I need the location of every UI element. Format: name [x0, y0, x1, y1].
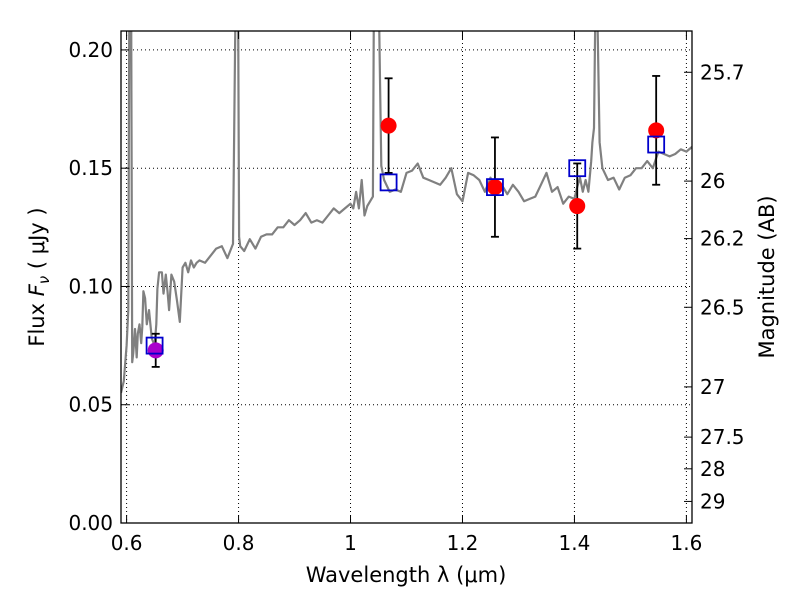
right-axis-label: Magnitude (AB) — [755, 195, 779, 358]
data-point — [569, 198, 586, 215]
right-tick-label: 29 — [700, 489, 725, 513]
plot-frame — [120, 30, 693, 524]
y-axis-label-prefix: Flux — [25, 296, 49, 346]
model-square — [647, 135, 666, 154]
x-tick-label: 1.4 — [559, 531, 591, 555]
model-square — [145, 336, 164, 355]
y-axis-label-subscript: ν — [35, 276, 53, 284]
x-axis-label: Wavelength λ (μm) — [306, 563, 507, 587]
right-tick-label: 26 — [700, 169, 725, 193]
model-square — [568, 159, 587, 178]
x-tick-label: 1.6 — [670, 531, 702, 555]
y-tick-label: 0.00 — [68, 511, 113, 535]
y-tick-label: 0.10 — [68, 274, 113, 298]
data-point — [648, 122, 665, 139]
right-tick-label: 27.5 — [700, 425, 745, 449]
x-tick-label: 0.6 — [111, 531, 143, 555]
data-point — [486, 179, 503, 196]
model-square — [486, 178, 504, 197]
marker-layer — [145, 75, 666, 368]
right-tick-label: 27 — [700, 375, 725, 399]
right-tick-label: 28 — [700, 457, 725, 481]
x-tick-label: 0.8 — [223, 531, 255, 555]
right-tick-label: 25.7 — [700, 60, 745, 84]
tick-layer: 0.6 0.8 1 1.2 1.4 1.6 0.00 0.05 0.10 0.15 0.20 25.7… — [68, 31, 745, 555]
grid — [121, 31, 692, 524]
y-axis-label-suffix: ( μJy ) — [25, 207, 49, 275]
data-point — [147, 342, 164, 359]
spectrum-layer — [121, 31, 692, 394]
y-tick-label: 0.15 — [68, 156, 113, 180]
y-axis-label: Flux Fν ( μJy ) — [25, 207, 53, 346]
spectrum-line — [121, 31, 692, 394]
y-axis-label-symbol: F — [25, 283, 49, 296]
right-tick-label: 26.5 — [700, 295, 745, 319]
y-tick-label: 0.05 — [68, 393, 113, 417]
model-square — [379, 173, 398, 192]
data-point — [380, 117, 397, 134]
right-tick-label: 26.2 — [700, 227, 745, 251]
x-tick-label: 1.2 — [447, 531, 479, 555]
x-tick-label: 1 — [344, 531, 357, 555]
y-tick-label: 0.20 — [68, 38, 113, 62]
